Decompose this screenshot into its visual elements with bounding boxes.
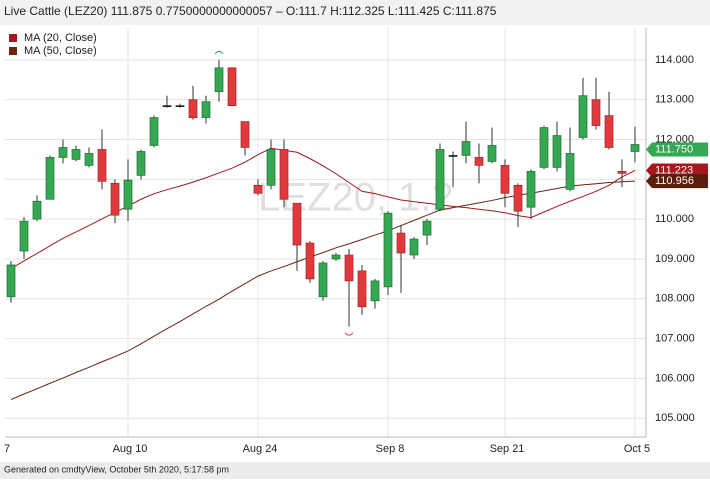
candle-body <box>448 155 458 157</box>
price-label: 111.750 <box>655 143 693 155</box>
candle-body <box>422 220 432 236</box>
candle-body <box>591 99 601 126</box>
candle-body <box>552 135 562 168</box>
header-bar <box>0 0 710 25</box>
candle-body <box>240 121 250 148</box>
legend-label: MA (20, Close) <box>24 32 97 44</box>
candle-body <box>383 212 393 288</box>
candle-body <box>331 254 341 260</box>
y-tick-label: 108.000 <box>655 293 695 305</box>
y-tick-label: 109.000 <box>655 253 695 265</box>
candle-body <box>227 67 237 107</box>
candle-body <box>318 262 328 298</box>
x-tick-label: Sep 8 <box>376 443 405 455</box>
price-label-box <box>646 174 708 189</box>
candle-body <box>565 153 575 190</box>
y-tick-label: 110.000 <box>655 213 694 225</box>
candle-body <box>32 200 42 220</box>
last-price: 111.875 <box>111 4 153 18</box>
x-tick-label: 7 <box>4 443 10 455</box>
y-tick-label: 105.000 <box>655 412 695 424</box>
footer-bar <box>0 462 710 479</box>
footer: Generated on cmdtyView, October 5th 2020… <box>4 464 229 474</box>
legend-swatch <box>9 34 17 42</box>
candle-body <box>487 145 497 162</box>
candle-body <box>201 101 211 118</box>
candle-body <box>110 182 120 216</box>
candle-body <box>19 220 29 252</box>
candle-body <box>435 149 445 210</box>
candle-body <box>461 141 471 156</box>
x-tick-label: Aug 24 <box>243 443 278 455</box>
candle-body <box>578 95 588 138</box>
candle-body <box>6 264 16 298</box>
price-label: 111.223 <box>655 164 693 176</box>
legend-swatch <box>9 47 17 55</box>
ohlc: – O:111.7 H:112.325 L:111.425 C:111.875 <box>276 4 497 18</box>
change: 0.7750000000000057 <box>156 4 273 18</box>
low-marker <box>344 332 354 336</box>
price-label-box <box>646 142 708 157</box>
candle-body <box>617 171 627 174</box>
candle-body <box>357 270 367 308</box>
candle-body <box>292 202 302 246</box>
price-label-box <box>646 163 708 178</box>
x-tick-label: Aug 10 <box>113 443 148 455</box>
y-tick-label: 113.000 <box>655 94 694 106</box>
candle-body <box>630 144 640 152</box>
x-tick-label: Oct 5 <box>624 443 650 455</box>
candle-body <box>188 99 198 118</box>
legend-label: MA (50, Close) <box>24 45 97 57</box>
candle-body <box>513 184 523 212</box>
candle-body <box>266 149 276 186</box>
watermark: LEZ20, 1.2 <box>258 176 454 220</box>
high-marker <box>214 50 224 55</box>
candle-body <box>370 280 380 302</box>
candle-body <box>136 151 146 176</box>
candle-body <box>526 171 536 208</box>
candle-body <box>409 238 419 256</box>
candle-body <box>279 149 289 200</box>
candle-body <box>539 127 549 168</box>
candle-body <box>71 149 81 160</box>
candle-body <box>344 254 354 282</box>
y-tick-label: 106.000 <box>655 372 695 384</box>
candle-body <box>500 165 510 194</box>
candle-body <box>84 153 94 166</box>
candle-body <box>175 105 185 108</box>
candle-body <box>97 149 107 182</box>
header: Live Cattle (LEZ20) 111.875 0.7750000000… <box>4 4 497 18</box>
candle-body <box>123 179 133 210</box>
title: Live Cattle (LEZ20) <box>4 4 107 18</box>
y-tick-label: 114.000 <box>655 54 694 66</box>
candle-body <box>396 232 406 254</box>
candle-body <box>58 147 68 158</box>
plot: 105.000 106.000 107.000 108.000 109.000 110.0… <box>4 28 708 455</box>
candle-body <box>214 67 224 93</box>
candle-body <box>305 242 315 280</box>
candle-body <box>253 184 263 194</box>
candle-body <box>474 157 484 166</box>
candle-body <box>149 117 159 146</box>
price-label: 110.956 <box>655 175 694 187</box>
x-tick-label: Sep 21 <box>490 443 525 455</box>
candle-body <box>162 105 172 108</box>
candle-body <box>604 115 614 148</box>
y-tick-label: 112.000 <box>655 133 694 145</box>
y-tick-label: 107.000 <box>655 333 695 345</box>
candle-body <box>45 157 55 200</box>
